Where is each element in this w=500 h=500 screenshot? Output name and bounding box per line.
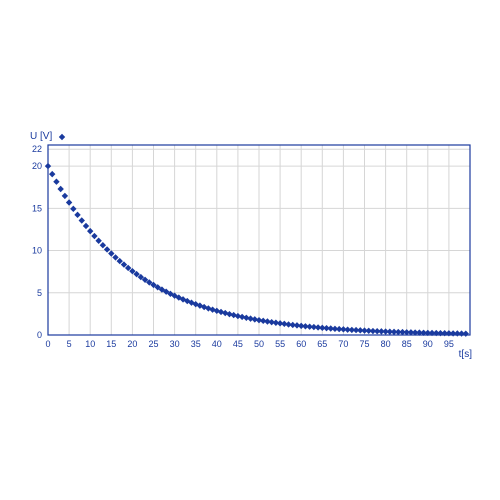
x-tick-label: 65	[317, 339, 327, 349]
x-tick-label: 0	[45, 339, 50, 349]
x-tick-label: 20	[127, 339, 137, 349]
chart-container: { "chart": { "type": "scatter", "ylabel"…	[0, 0, 500, 500]
x-tick-label: 15	[106, 339, 116, 349]
y-tick-label: 20	[32, 161, 42, 171]
x-tick-label: 30	[170, 339, 180, 349]
x-tick-label: 10	[85, 339, 95, 349]
x-tick-label: 25	[148, 339, 158, 349]
x-tick-label: 85	[402, 339, 412, 349]
y-tick-label: 10	[32, 246, 42, 256]
x-tick-label: 80	[381, 339, 391, 349]
x-tick-label: 70	[338, 339, 348, 349]
x-tick-label: 35	[191, 339, 201, 349]
y-axis-label: U [V]	[30, 131, 52, 142]
x-tick-label: 5	[67, 339, 72, 349]
y-tick-label: 22	[32, 144, 42, 154]
x-tick-label: 60	[296, 339, 306, 349]
x-axis-label: t[s]	[459, 349, 473, 360]
x-tick-label: 50	[254, 339, 264, 349]
x-tick-label: 40	[212, 339, 222, 349]
y-tick-label: 0	[37, 330, 42, 340]
x-tick-label: 75	[359, 339, 369, 349]
scatter-chart: 0 5 10 15 20 25 30 35 40 45 50 55 60 65 70 75 80 85 90 95 0 5…	[0, 0, 500, 500]
y-tick-label: 15	[32, 203, 42, 213]
x-tick-label: 90	[423, 339, 433, 349]
x-tick-label: 55	[275, 339, 285, 349]
x-tick-label: 45	[233, 339, 243, 349]
y-tick-label: 5	[37, 288, 42, 298]
x-tick-label: 95	[444, 339, 454, 349]
